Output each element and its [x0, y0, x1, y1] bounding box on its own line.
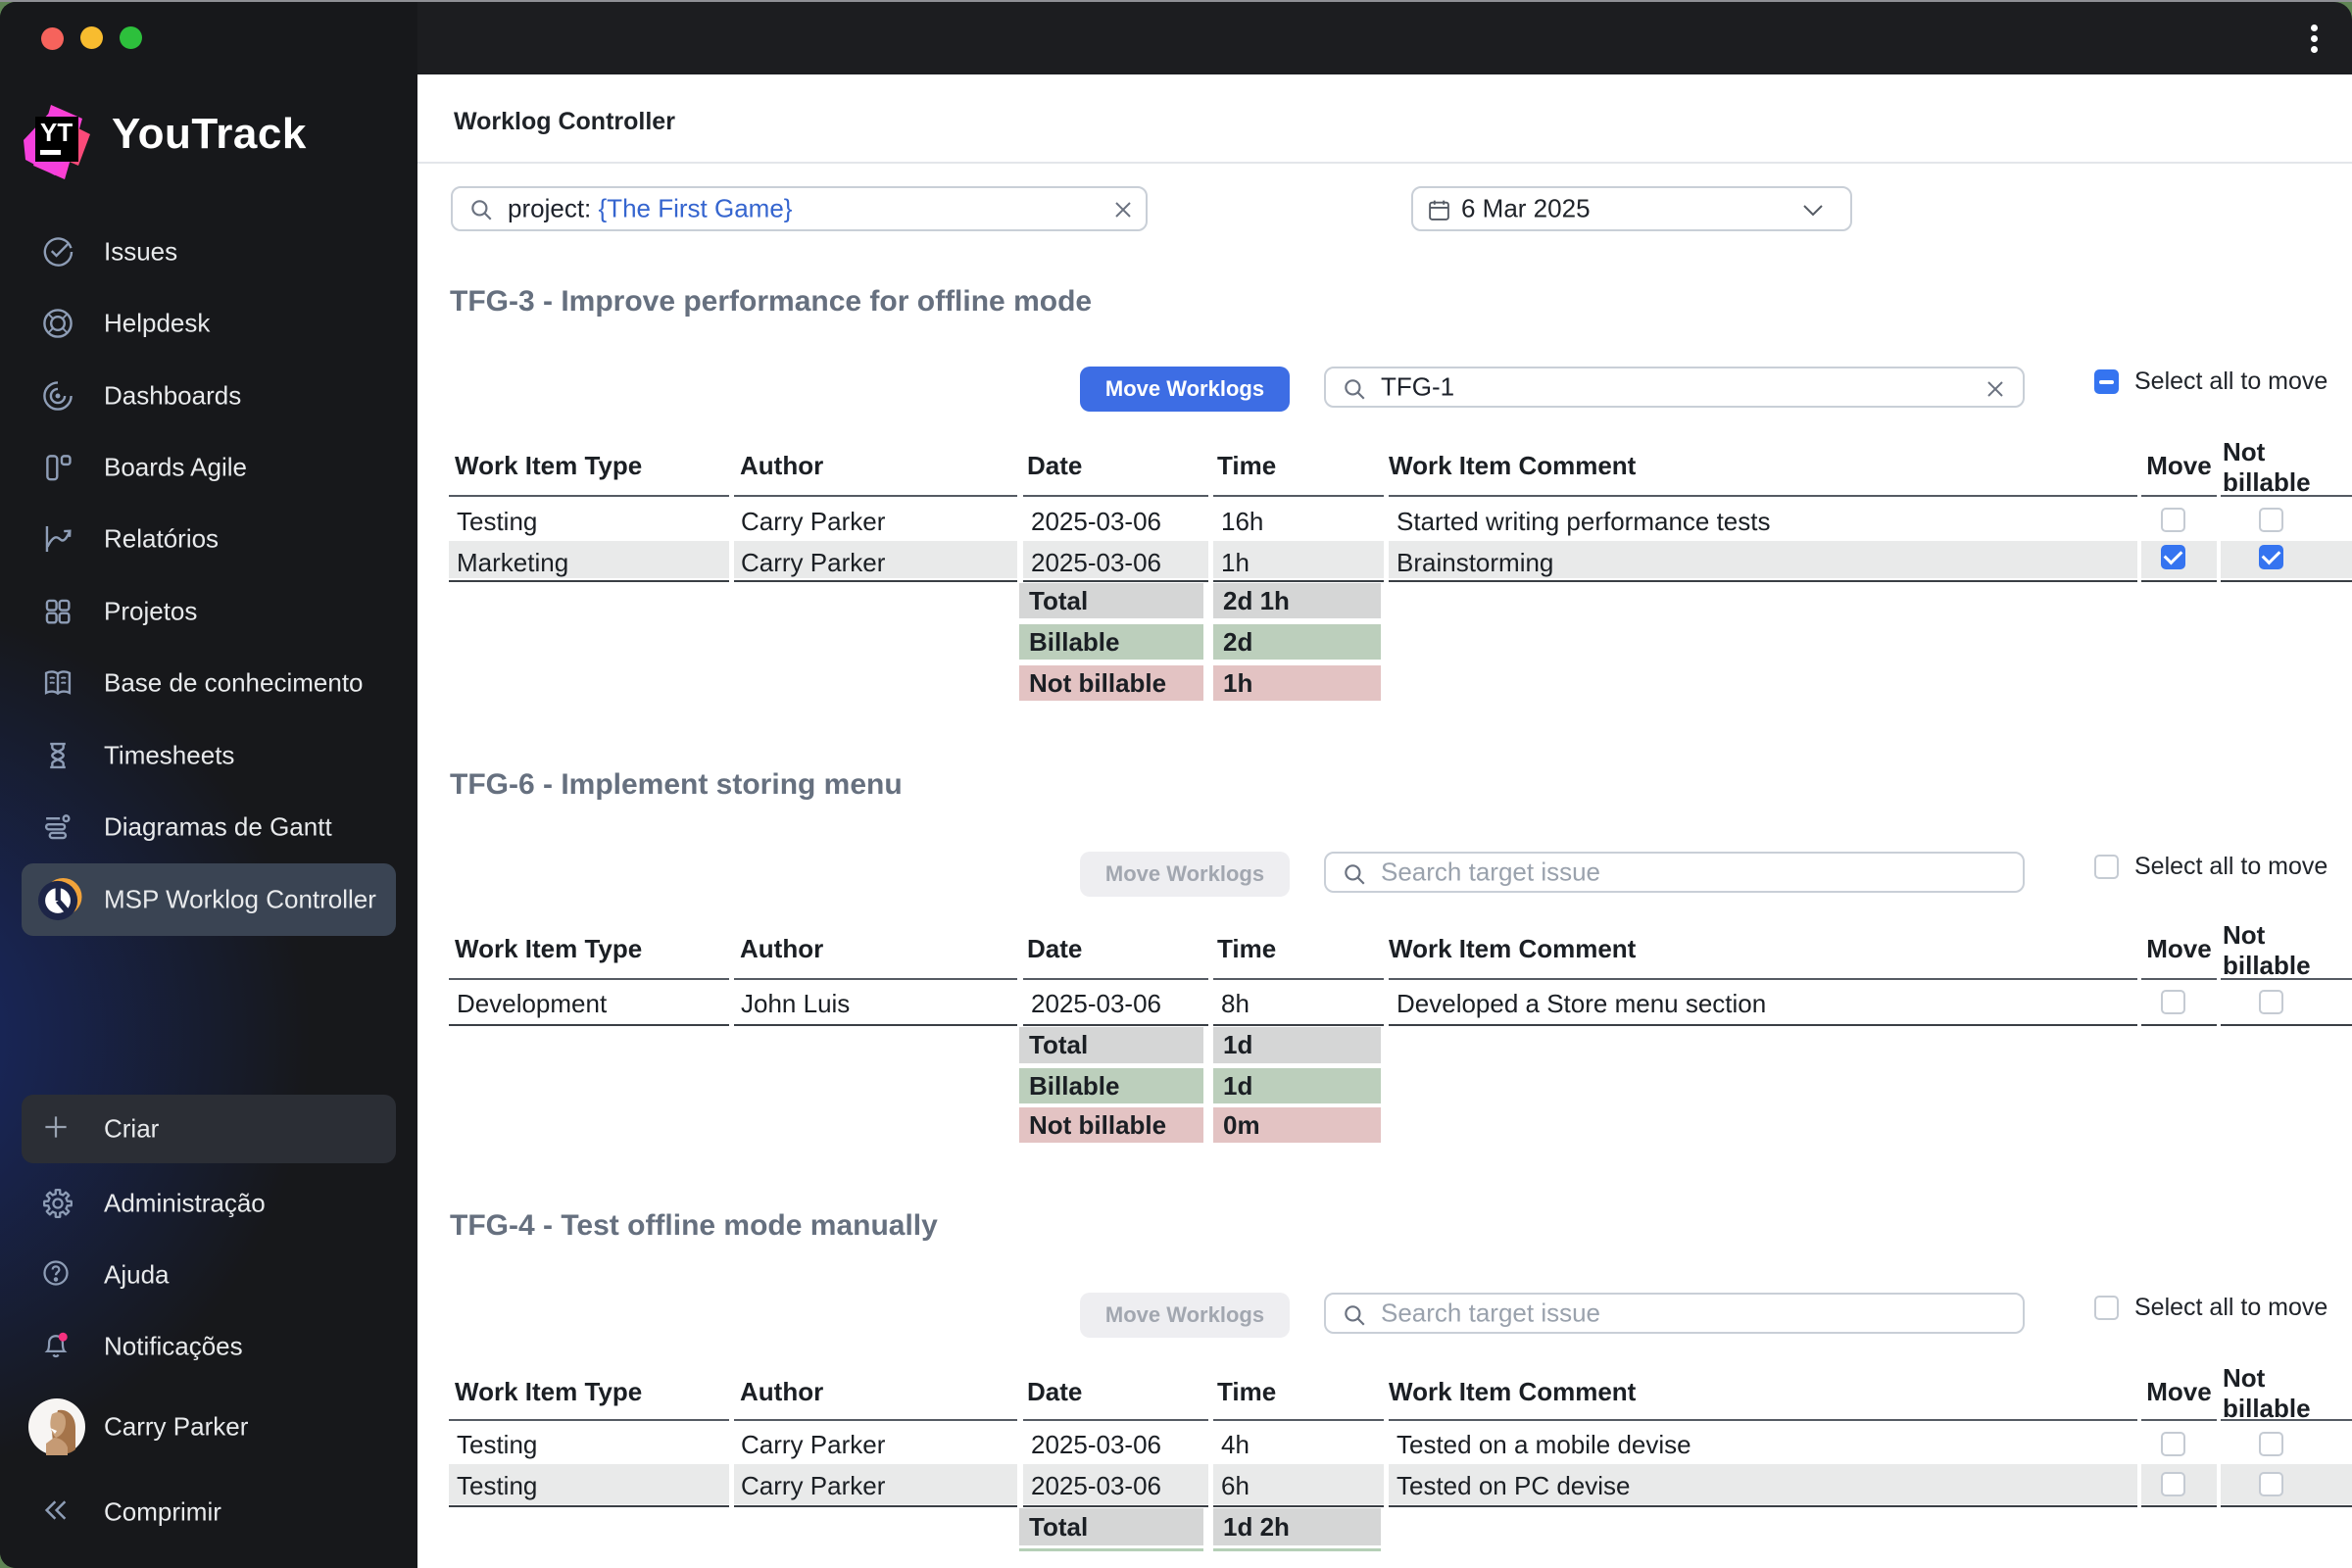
svg-text:YT: YT — [40, 118, 73, 147]
